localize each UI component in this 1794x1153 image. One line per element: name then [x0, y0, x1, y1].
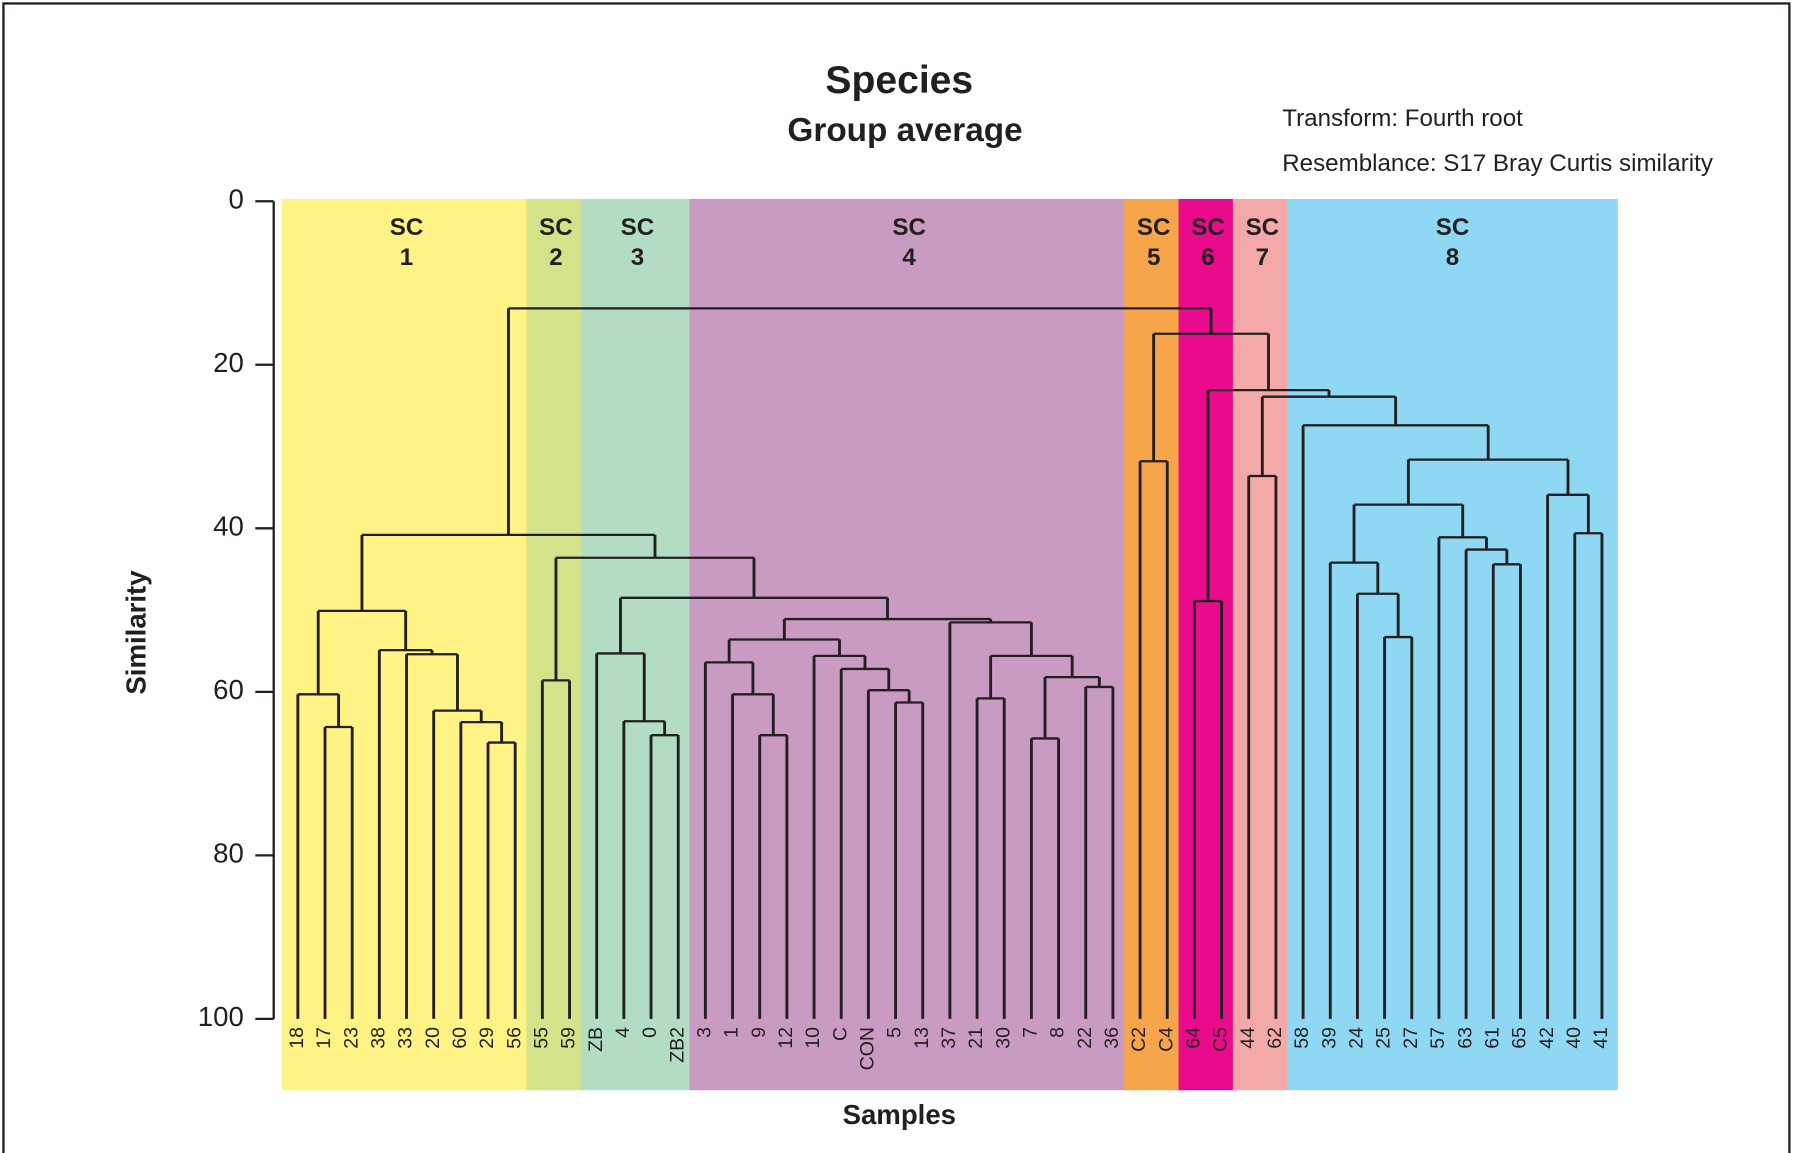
leaf-label: 13 — [911, 1027, 933, 1049]
group-bands — [281, 198, 1618, 1091]
y-tick-label: 20 — [213, 347, 244, 378]
leaf-label: 62 — [1264, 1027, 1286, 1049]
leaf-label: 40 — [1563, 1027, 1585, 1049]
group-band — [1232, 198, 1292, 1091]
leaf-label: 9 — [748, 1027, 770, 1038]
leaf-label: 65 — [1509, 1027, 1531, 1049]
leaf-label: 23 — [340, 1027, 362, 1049]
leaf-label: 4 — [612, 1027, 634, 1038]
leaf-label: 41 — [1590, 1027, 1612, 1049]
leaf-label: 5 — [884, 1027, 906, 1038]
leaf-label: C5 — [1210, 1027, 1232, 1052]
group-label: SC — [892, 214, 926, 241]
leaf-label: 0 — [639, 1027, 661, 1038]
group-label: SC — [539, 214, 573, 241]
chart-title: Species — [825, 59, 973, 102]
leaf-label: 21 — [965, 1027, 987, 1049]
leaf-label: 42 — [1536, 1027, 1558, 1049]
leaf-label: 25 — [1373, 1027, 1395, 1049]
leaf-label: 60 — [449, 1027, 471, 1049]
leaf-label: 3 — [694, 1027, 716, 1038]
leaf-label: 7 — [1020, 1027, 1042, 1038]
y-tick-label: 100 — [198, 1001, 244, 1032]
group-number: 4 — [902, 244, 916, 271]
leaf-label: 64 — [1183, 1027, 1205, 1049]
group-band — [580, 198, 695, 1091]
leaf-label: C — [829, 1027, 851, 1041]
group-band — [1287, 198, 1618, 1091]
group-label: SC — [1191, 214, 1225, 241]
leaf-label: 61 — [1481, 1027, 1503, 1049]
group-number: 5 — [1147, 244, 1160, 271]
leaf-label: ZB — [585, 1027, 607, 1052]
dendrogram — [296, 307, 1604, 1019]
leaf-label: 56 — [503, 1027, 525, 1049]
leaf-label: 59 — [558, 1027, 580, 1049]
y-tick-label: 80 — [213, 838, 244, 869]
leaf-label: 55 — [531, 1027, 553, 1049]
group-label: SC — [390, 214, 424, 241]
leaf-label: C4 — [1155, 1027, 1177, 1052]
leaf-label: 36 — [1101, 1027, 1123, 1049]
leaf-label: 63 — [1454, 1027, 1476, 1049]
leaf-label: 57 — [1427, 1027, 1449, 1049]
leaf-label: 8 — [1047, 1027, 1069, 1038]
y-tick-label: 40 — [213, 511, 244, 542]
group-number: 7 — [1256, 244, 1269, 271]
leaf-label: 10 — [802, 1027, 824, 1049]
group-label: SC — [621, 214, 655, 241]
leaf-label: 44 — [1237, 1027, 1259, 1049]
leaf-label: 17 — [313, 1027, 335, 1049]
group-number: 2 — [549, 244, 562, 271]
leaf-label: 33 — [395, 1027, 417, 1049]
chart-subtitle: Group average — [787, 112, 1022, 149]
y-axis-label: Similarity — [120, 570, 151, 695]
leaf-label: 38 — [368, 1027, 390, 1049]
group-label: SC — [1137, 214, 1171, 241]
x-axis-label: Samples — [843, 1099, 956, 1130]
leaf-label: 18 — [286, 1027, 308, 1049]
group-label: SC — [1246, 214, 1280, 241]
leaf-label: 12 — [775, 1027, 797, 1049]
leaf-label: ZB2 — [666, 1027, 688, 1063]
group-number: 6 — [1201, 244, 1214, 271]
group-band — [1178, 198, 1238, 1091]
leaf-label: 30 — [992, 1027, 1014, 1049]
leaf-label: 58 — [1291, 1027, 1313, 1049]
group-band — [689, 198, 1129, 1091]
annotation: Resemblance: S17 Bray Curtis similarity — [1282, 150, 1714, 177]
leaf-label: 37 — [938, 1027, 960, 1049]
group-number: 1 — [400, 244, 413, 271]
annotation: Transform: Fourth root — [1282, 105, 1523, 132]
group-number: 8 — [1446, 244, 1459, 271]
group-number: 3 — [631, 244, 644, 271]
y-tick-label: 60 — [213, 674, 244, 705]
leaf-label: CON — [857, 1027, 879, 1070]
leaf-label: 39 — [1318, 1027, 1340, 1049]
leaf-label: 22 — [1074, 1027, 1096, 1049]
leaf-label: 20 — [422, 1027, 444, 1049]
leaf-label: 29 — [476, 1027, 498, 1049]
leaf-label: 27 — [1400, 1027, 1422, 1049]
leaf-label: 24 — [1346, 1027, 1368, 1049]
y-tick-label: 0 — [228, 184, 243, 215]
leaf-label: C2 — [1128, 1027, 1150, 1052]
leaf-label: 1 — [721, 1027, 743, 1038]
group-label: SC — [1436, 214, 1470, 241]
